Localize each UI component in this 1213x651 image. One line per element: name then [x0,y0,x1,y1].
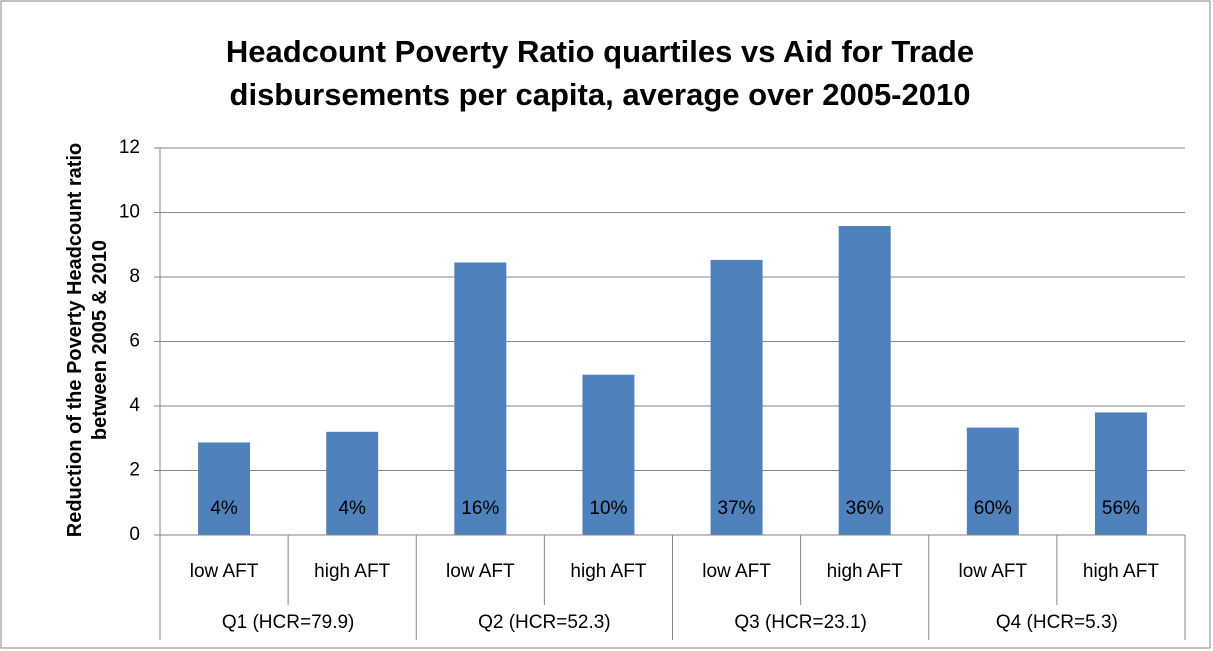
chart-title: Headcount Poverty Ratio quartiles vs Aid… [225,34,975,112]
x-tick-label: low AFT [190,561,259,582]
bar [582,374,635,535]
bar-annotation: 10% [589,498,627,519]
group-label: Q3 (HCR=23.1) [734,612,867,633]
y-tick-label: 0 [129,524,140,545]
bar [966,427,1019,535]
bar-annotation: 4% [338,498,366,519]
bar [326,431,379,535]
x-tick-label: low AFT [959,561,1028,582]
bar [198,442,251,535]
group-label: Q1 (HCR=79.9) [222,612,355,633]
y-axis-label: Reduction of the Poverty Headcount ratio… [64,142,111,538]
bar [1094,412,1147,535]
y-tick-label: 8 [129,266,140,287]
bar [454,262,507,535]
x-tick-label: low AFT [446,561,515,582]
x-tick-label: high AFT [1083,561,1159,582]
y-tick-label: 4 [129,395,140,416]
bar-annotation: 37% [718,498,756,519]
group-label: Q4 (HCR=5.3) [996,612,1118,633]
group-label: Q2 (HCR=52.3) [478,612,611,633]
y-tick-label: 2 [129,460,140,481]
bar-annotation: 56% [1102,498,1140,519]
bar [838,226,891,536]
x-tick-label: high AFT [827,561,903,582]
bar-annotation: 16% [461,498,499,519]
x-tick-label: high AFT [570,561,646,582]
bar-annotation: 4% [210,498,238,519]
y-tick-label: 12 [119,137,140,158]
y-tick-label: 6 [129,331,140,352]
bar-annotation: 60% [974,498,1012,519]
bar [710,259,763,535]
bar-annotation: 36% [846,498,884,519]
y-tick-label: 10 [119,202,140,223]
x-tick-label: high AFT [314,561,390,582]
x-tick-label: low AFT [702,561,771,582]
